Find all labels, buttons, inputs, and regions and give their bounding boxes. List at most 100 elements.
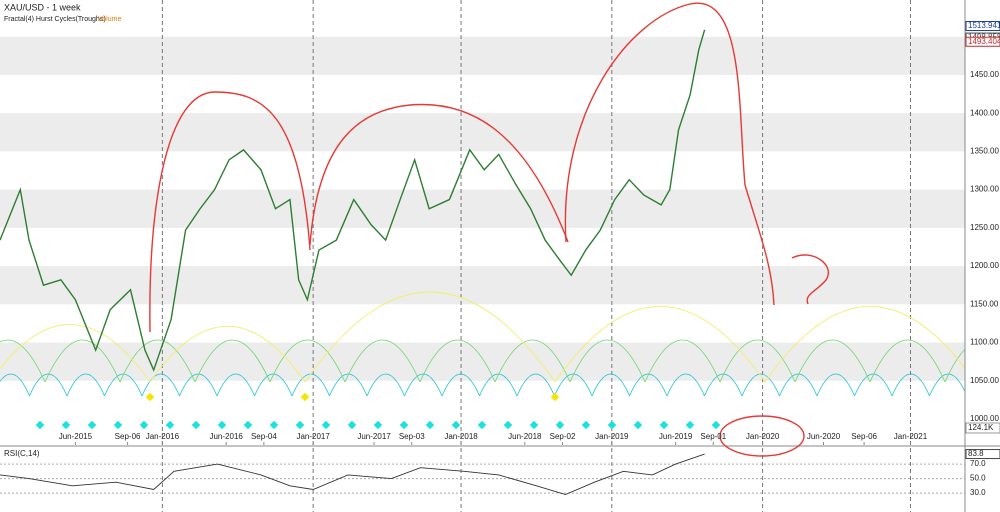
cycle-arc (149, 325, 306, 383)
cycle-arc (344, 339, 421, 383)
y-tick-label: 1250.00 (970, 223, 999, 232)
cycle-marker (607, 420, 617, 430)
cycle-marker (243, 420, 253, 430)
price-label: 1513.941 (968, 21, 1000, 30)
grid-band (0, 113, 965, 152)
x-tick-label: Jun-2020 (807, 432, 841, 441)
cycle-marker (191, 420, 201, 430)
y-tick-label: 1150.00 (970, 299, 999, 308)
y-tick-label: 1050.00 (970, 376, 999, 385)
chart-title: XAU/USD - 1 week (4, 2, 81, 12)
rsi-current: 83.8 (968, 449, 984, 458)
rsi-line (0, 453, 705, 496)
cycle-arc (516, 373, 555, 397)
cycle-arc (216, 373, 255, 397)
x-tick-label: Jun-2016 (209, 432, 243, 441)
cycle-arc (666, 373, 705, 397)
y-tick-label: 1300.00 (970, 185, 999, 194)
cycle-trough (300, 392, 310, 402)
y-tick-label: 1100.00 (970, 338, 999, 347)
cycle-marker (373, 420, 383, 430)
rsi-tick-label: 30.0 (970, 488, 986, 497)
cycle-marker (295, 420, 305, 430)
cycle-marker (659, 420, 669, 430)
y-tick-label: 1450.00 (970, 70, 999, 79)
cycle-arc (591, 373, 630, 397)
x-tick-label: Sep-01 (700, 432, 726, 441)
x-tick-label: Sep-03 (399, 432, 425, 441)
x-tick-label: Jun-2018 (508, 432, 542, 441)
cycle-arc (419, 339, 496, 383)
price-label: 1493.404 (968, 37, 1000, 46)
cycle-arc (269, 339, 346, 383)
y-tick-label: 1400.00 (970, 108, 999, 117)
cycle-arc (0, 373, 30, 397)
cycle-marker (399, 420, 409, 430)
cycle-marker (139, 420, 149, 430)
cycle-arc (0, 323, 151, 383)
x-tick-label: Sep-06 (115, 432, 141, 441)
x-tick-label: Jun-2019 (659, 432, 693, 441)
cycle-marker (269, 420, 279, 430)
annotation-circle (719, 415, 805, 457)
cycle-arc (366, 373, 405, 397)
annotations (149, 2, 829, 457)
cycle-marker (113, 420, 123, 430)
cycle-arc (816, 373, 855, 397)
cycle-marker (581, 420, 591, 430)
y-tick-label: 1200.00 (970, 261, 999, 270)
x-tick-label: Jan-2018 (444, 432, 478, 441)
cycle-arc (794, 339, 871, 383)
x-tick-label: Sep-02 (550, 432, 576, 441)
cycle-marker (347, 420, 357, 430)
cycle-arc (194, 339, 271, 383)
cycle-marker (529, 420, 539, 430)
rsi-tick-label: 50.0 (970, 474, 986, 483)
cycle-marker (711, 420, 721, 430)
cycle-arc (0, 339, 46, 383)
cycle-arc (141, 373, 180, 397)
cycle-marker (451, 420, 461, 430)
x-tick-label: Jan-2020 (746, 432, 780, 441)
volume-box (965, 422, 1000, 434)
cycle-marker (633, 420, 643, 430)
cycle-arc (891, 373, 930, 397)
cycle-marker (217, 420, 227, 430)
cycle-marker (685, 420, 695, 430)
x-tick-label: Jan-2017 (296, 432, 330, 441)
cycle-trough (550, 392, 560, 402)
cycle-arc (494, 339, 571, 383)
cycle-marker (555, 420, 565, 430)
cycle-arc (304, 291, 556, 383)
grid-band (0, 189, 965, 228)
price-line (0, 29, 706, 372)
annotation-arc (564, 2, 775, 306)
grid-band (0, 36, 965, 75)
cycle-arc (569, 339, 646, 383)
x-tick-label: Jan-2016 (146, 432, 180, 441)
indicator-name: Fractal(4) Hurst Cycles(Troughs) (4, 16, 106, 23)
cycle-arc (119, 339, 196, 383)
y-tick-label: 1000.00 (970, 414, 999, 423)
cycle-arc (741, 373, 780, 397)
grid-band (0, 266, 965, 305)
y-tick-label: 1350.00 (970, 147, 999, 156)
x-tick-label: Jan-2021 (894, 432, 928, 441)
x-tick-label: Jun-2015 (59, 432, 93, 441)
cycle-marker (165, 420, 175, 430)
cycle-arc (719, 339, 796, 383)
rsi-title: RSI(C,14) (4, 449, 40, 458)
cycle-arc (869, 339, 946, 383)
x-tick-label: Sep-06 (851, 432, 877, 441)
cycle-marker (477, 420, 487, 430)
annotation-arc (309, 103, 569, 246)
cycle-trough (145, 392, 155, 402)
cycle-marker (425, 420, 435, 430)
cycle-arc (644, 339, 721, 383)
rsi-box (965, 449, 1000, 460)
cycle-arc (44, 339, 121, 383)
annotation-arc (149, 91, 311, 333)
cycle-marker (87, 420, 97, 430)
